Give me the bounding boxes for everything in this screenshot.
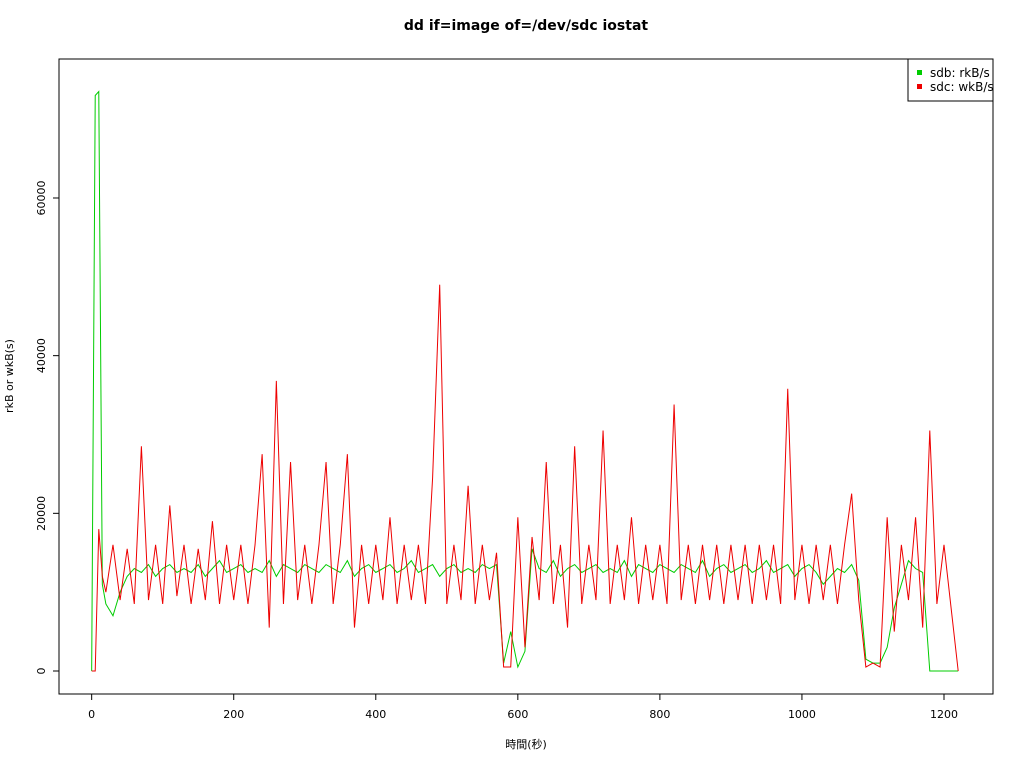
x-tick-label: 800: [649, 708, 670, 721]
y-axis-label: rkB or wkB(s): [3, 339, 16, 413]
x-tick-label: 1200: [930, 708, 958, 721]
legend-label: sdc: wkB/s: [930, 80, 994, 94]
plot-frame: [58, 58, 994, 695]
x-tick-label: 0: [88, 708, 95, 721]
data-line: [91, 284, 959, 672]
legend-box: [907, 58, 994, 102]
x-tick-label: 600: [507, 708, 528, 721]
legend-swatch: [917, 84, 922, 89]
x-axis-label: 時間(秒): [505, 737, 547, 751]
y-tick-label: 60000: [35, 180, 48, 215]
legend-swatch: [917, 70, 922, 75]
chart-title: dd if=image of=/dev/sdc iostat: [404, 18, 648, 34]
y-tick-label: 0: [35, 667, 48, 674]
legend-label: sdb: rkB/s: [930, 66, 990, 80]
x-tick-label: 1000: [788, 708, 816, 721]
x-tick-label: 400: [365, 708, 386, 721]
y-tick-label: 20000: [35, 496, 48, 531]
y-tick-label: 40000: [35, 338, 48, 373]
x-tick-label: 200: [223, 708, 244, 721]
